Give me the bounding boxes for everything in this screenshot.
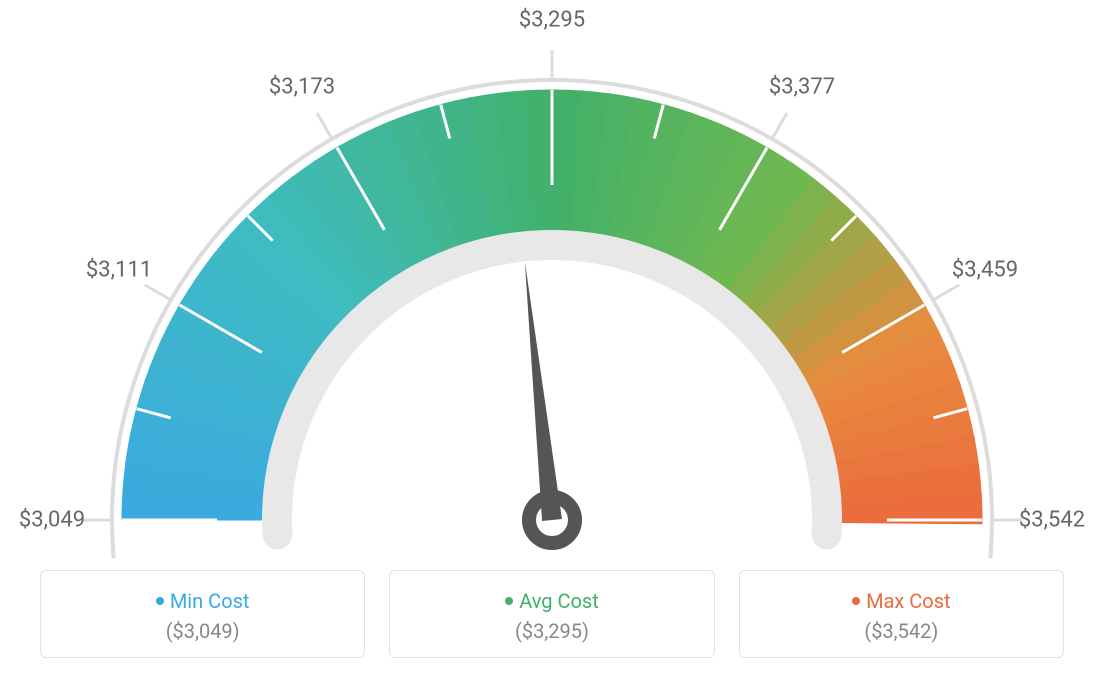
gauge-tick-label: $3,173 [269, 74, 335, 99]
gauge-tick-label: $3,049 [19, 508, 85, 533]
gauge-chart: $3,049 $3,111 $3,173 $3,295 $3,377 $3,459 $3,5… [0, 0, 1104, 560]
max-cost-value: ($3,542) [740, 619, 1063, 643]
min-cost-title: Min Cost [41, 589, 364, 613]
max-cost-card: Max Cost ($3,542) [739, 570, 1064, 658]
min-cost-card: Min Cost ($3,049) [40, 570, 365, 658]
legend-cards: Min Cost ($3,049) Avg Cost ($3,295) Max … [0, 570, 1104, 658]
gauge-tick-label: $3,295 [519, 8, 585, 33]
max-dot-icon [852, 597, 860, 605]
gauge-tick-label: $3,111 [86, 258, 152, 283]
gauge-tick-label: $3,542 [1019, 508, 1085, 533]
min-cost-value: ($3,049) [41, 619, 364, 643]
min-cost-label: Min Cost [170, 589, 250, 613]
avg-dot-icon [505, 597, 513, 605]
avg-cost-title: Avg Cost [390, 589, 713, 613]
avg-cost-value: ($3,295) [390, 619, 713, 643]
avg-cost-label: Avg Cost [519, 589, 599, 613]
gauge-tick-label: $3,459 [952, 258, 1018, 283]
gauge-tick-label: $3,377 [769, 74, 835, 99]
min-dot-icon [156, 597, 164, 605]
avg-cost-card: Avg Cost ($3,295) [389, 570, 714, 658]
max-cost-title: Max Cost [740, 589, 1063, 613]
max-cost-label: Max Cost [866, 589, 951, 613]
gauge-svg [0, 0, 1104, 560]
